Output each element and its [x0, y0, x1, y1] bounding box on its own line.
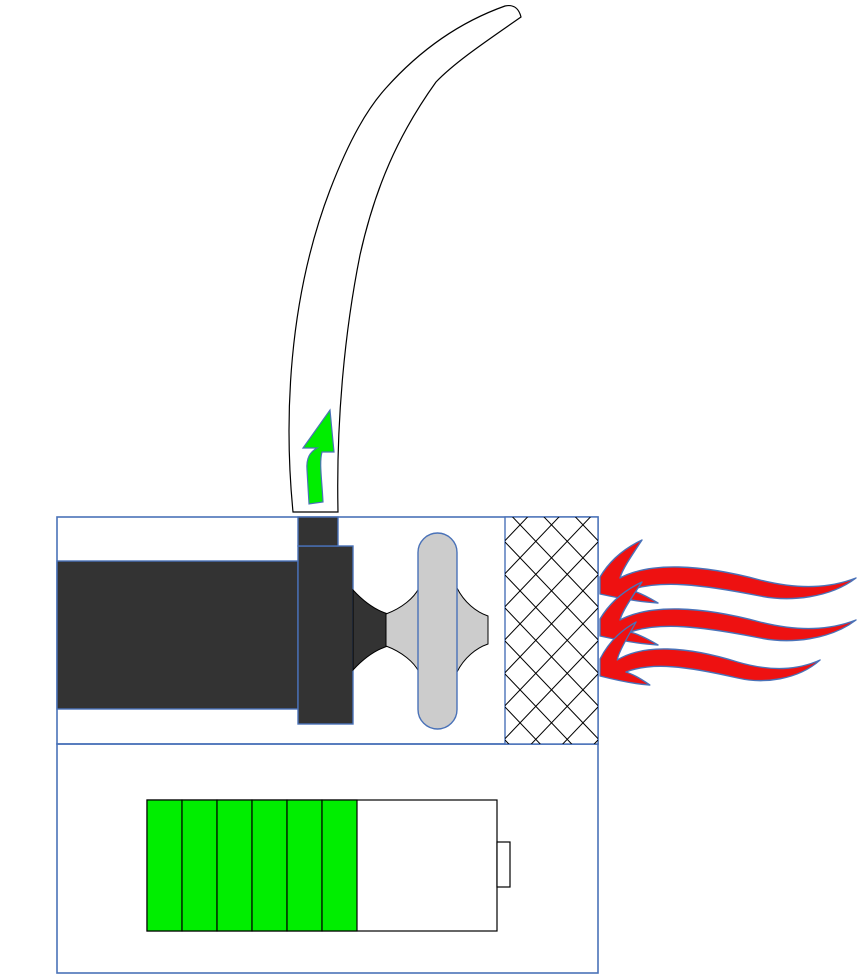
mesh-line [562, 706, 598, 744]
mesh-line [505, 773, 598, 871]
mesh-line [505, 806, 598, 904]
mesh-line [505, 872, 598, 970]
mesh-line [505, 377, 598, 475]
outflow-arrow-icon [301, 408, 335, 505]
motor [56, 516, 389, 725]
battery [146, 799, 511, 932]
mesh-line [505, 410, 598, 508]
mesh-line [505, 377, 598, 475]
mesh-line [574, 517, 598, 541]
mesh-line [505, 607, 598, 706]
outflow-arrow [301, 408, 335, 505]
battery-cell [251, 799, 288, 932]
mesh-line [505, 806, 598, 904]
filter-mesh [505, 377, 598, 970]
battery-cell [286, 799, 323, 932]
battery-charge [146, 799, 358, 932]
battery-cell [146, 799, 183, 932]
mesh-line [505, 839, 598, 937]
intake-arrow-icon [599, 621, 821, 686]
battery-terminal [496, 841, 511, 888]
filter [504, 377, 599, 970]
mesh-line [505, 872, 598, 970]
filter-frame [504, 516, 599, 745]
motor-shaft-cone [352, 588, 389, 672]
intake-arrow-icon [599, 539, 857, 604]
mesh-line [505, 517, 529, 541]
mesh-line [593, 739, 598, 744]
motor-body [56, 560, 299, 710]
mesh-line [505, 739, 510, 744]
mesh-line [530, 673, 598, 744]
battery-cell [321, 799, 358, 932]
battery-cell [181, 799, 218, 932]
intake-arrow-icon [599, 581, 857, 646]
mesh-line [505, 517, 560, 574]
battery-compartment [56, 743, 599, 974]
mesh-line [505, 839, 598, 937]
exhaust-port [297, 516, 339, 547]
mesh-line [505, 410, 598, 508]
mesh-line [505, 541, 598, 640]
motor-flange [297, 545, 354, 725]
mesh-line [505, 517, 592, 607]
mesh-line [505, 773, 598, 871]
mesh-line [505, 574, 598, 673]
mesh-line [505, 706, 541, 744]
battery-cell [216, 799, 253, 932]
intake-arrows [599, 539, 857, 686]
impeller [385, 532, 489, 730]
mesh-line [505, 640, 598, 739]
impeller-disc [417, 532, 458, 730]
